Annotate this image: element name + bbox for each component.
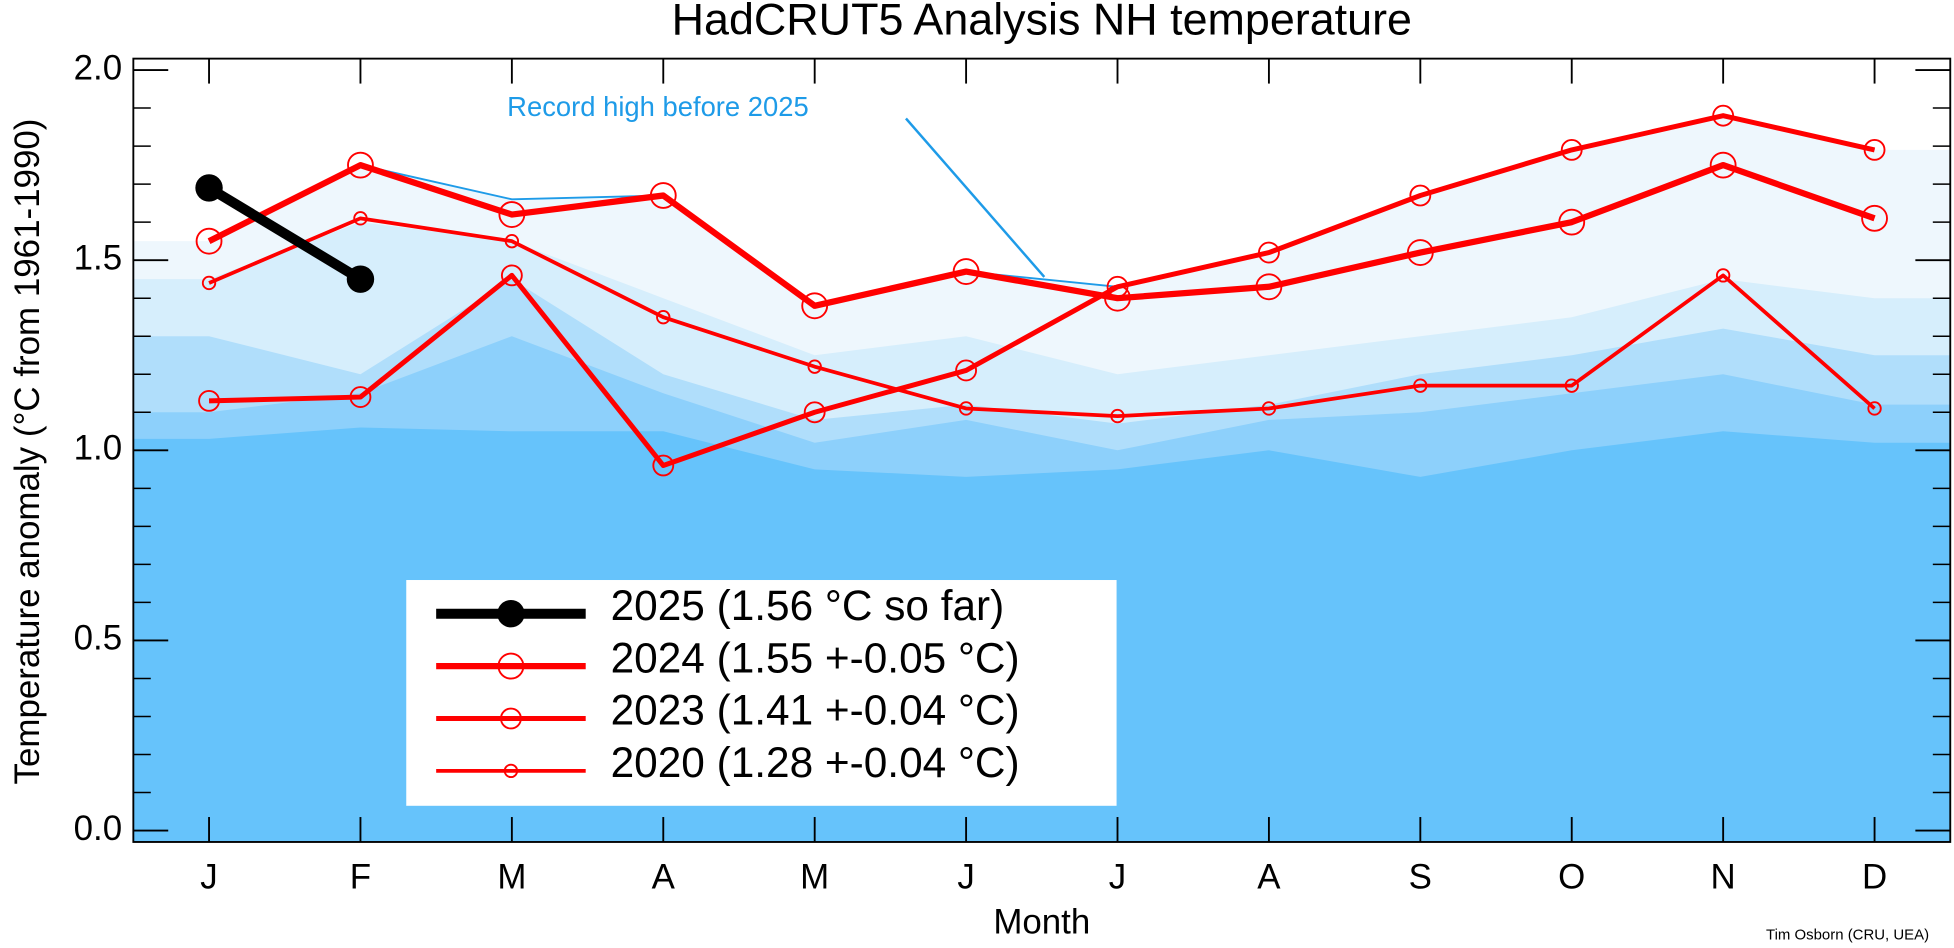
series-marker — [649, 182, 677, 209]
annotation-pointer — [905, 117, 1046, 278]
x-tick-label: J — [1109, 858, 1126, 897]
series-marker — [1413, 378, 1428, 393]
series-marker — [1867, 401, 1882, 416]
series-marker — [1709, 151, 1737, 179]
legend-label: 2024 (1.55 +-0.05 °C) — [611, 634, 1020, 681]
series-marker — [346, 265, 375, 293]
series-marker — [1255, 273, 1283, 301]
x-tick-label: J — [957, 858, 974, 897]
series-marker — [958, 401, 974, 416]
chart-title: HadCRUT5 Analysis NH temperature — [672, 0, 1412, 44]
series-line — [206, 183, 364, 284]
x-tick-label: O — [1558, 858, 1585, 897]
x-tick-label: D — [1862, 858, 1887, 897]
series-marker — [1863, 138, 1886, 161]
series-marker — [1558, 208, 1586, 236]
series-marker — [504, 233, 520, 249]
series-line — [208, 216, 1876, 418]
series-marker — [500, 264, 523, 287]
series-marker — [1409, 184, 1432, 207]
x-tick-label: A — [652, 858, 676, 897]
series-marker — [1258, 241, 1280, 264]
series-marker — [1110, 408, 1125, 424]
series-line — [208, 113, 1876, 469]
y-tick-label: 0.5 — [74, 619, 122, 658]
x-tick-label: N — [1711, 858, 1736, 897]
legend: 2025 (1.56 °C so far) 2024 (1.55 +-0.05 °… — [436, 582, 1020, 786]
series-marker — [195, 174, 223, 202]
series-marker — [1564, 378, 1579, 393]
series-marker — [201, 275, 217, 291]
series-marker — [195, 227, 223, 255]
legend-marker — [497, 599, 525, 628]
series-marker — [498, 201, 526, 228]
series-marker — [347, 151, 374, 179]
series-marker — [349, 386, 372, 408]
series-marker — [1104, 284, 1131, 312]
x-tick-label: F — [350, 858, 371, 897]
series-marker — [803, 401, 826, 424]
legend-label: 2020 (1.28 +-0.04 °C) — [611, 739, 1020, 786]
y-axis-label: Temperature anomaly (°C from 1961-1990) — [8, 119, 47, 785]
legend-label: 2023 (1.41 +-0.04 °C) — [611, 687, 1020, 734]
series-marker — [952, 258, 980, 285]
legend-marker — [497, 652, 525, 680]
axes: 0.0 0.5 1.0 1.5 2.0 J F M A M J J A S O N D — [74, 48, 1951, 897]
y-tick-label: 0.0 — [74, 809, 122, 848]
y-tick-label: 1.5 — [74, 238, 122, 277]
legend-marker — [500, 707, 522, 730]
series-marker — [1261, 401, 1277, 416]
x-axis-label: Month — [993, 903, 1090, 942]
series-marker — [807, 359, 822, 374]
x-tick-label: M — [497, 858, 526, 897]
credit: Tim Osborn (CRU, UEA) — [1766, 926, 1929, 943]
annotation: Record high before 2025 — [507, 91, 809, 122]
series-marker — [1712, 104, 1735, 127]
series-marker — [198, 389, 220, 412]
series-marker — [1861, 204, 1888, 232]
series-marker — [1715, 268, 1731, 283]
x-tick-label: S — [1409, 858, 1432, 897]
x-tick-label: M — [800, 858, 829, 897]
series-marker — [955, 359, 977, 382]
legend-marker — [503, 763, 519, 779]
series-marker — [1560, 138, 1583, 161]
series-marker — [652, 454, 675, 477]
series-marker — [801, 292, 829, 320]
series-line — [207, 161, 1876, 309]
y-tick-label: 2.0 — [74, 48, 122, 87]
x-tick-label: J — [200, 858, 217, 897]
x-tick-label: A — [1257, 858, 1281, 897]
lines — [195, 104, 1888, 477]
series-marker — [1406, 239, 1434, 266]
legend-label: 2025 (1.56 °C so far) — [611, 582, 1005, 629]
series-marker — [353, 211, 368, 226]
series-marker — [656, 310, 671, 325]
y-tick-label: 1.0 — [74, 429, 122, 468]
